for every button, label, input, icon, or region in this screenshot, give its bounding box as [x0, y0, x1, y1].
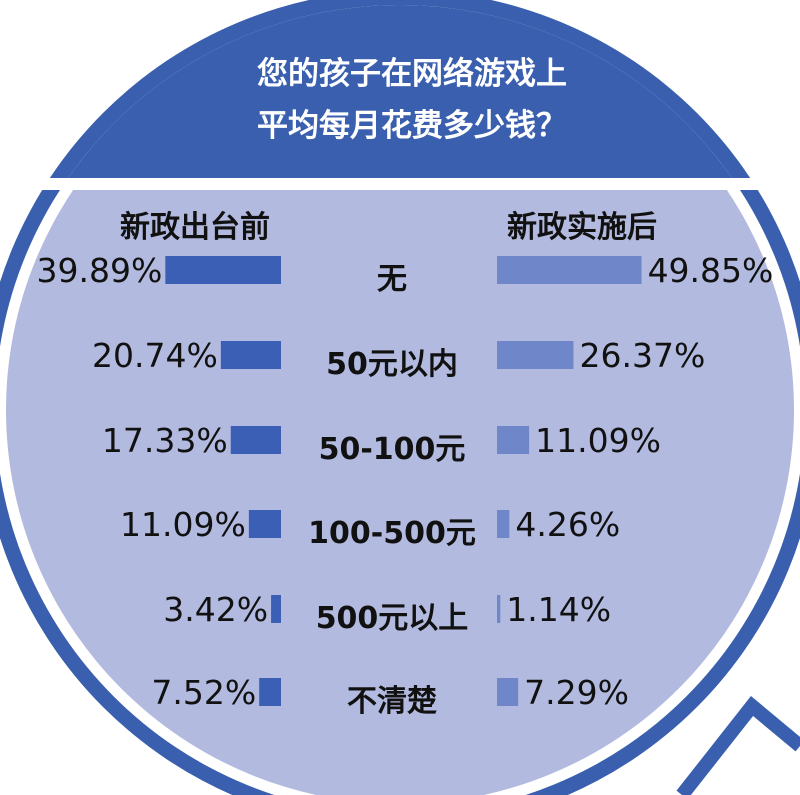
- bar-after: [497, 426, 530, 454]
- bar-after: [497, 678, 519, 706]
- bar-after: [497, 341, 574, 369]
- bar-before: [271, 595, 281, 623]
- value-label-before: 3.42%: [163, 590, 268, 629]
- body-circle: [6, 16, 794, 795]
- category-label: 50元以内: [326, 347, 458, 382]
- value-label-before: 20.74%: [92, 336, 218, 375]
- bar-before: [259, 678, 281, 706]
- category-label: 500元以上: [316, 601, 469, 636]
- bar-before: [220, 341, 281, 369]
- title-line-2: 平均每月花费多少钱？: [257, 108, 567, 144]
- bar-after: [497, 595, 501, 623]
- header-before: 新政出台前: [120, 210, 270, 245]
- value-label-before: 17.33%: [102, 421, 228, 460]
- bar-after: [497, 256, 642, 284]
- bar-before: [230, 426, 281, 454]
- value-label-after: 11.09%: [535, 421, 661, 460]
- category-label: 不清楚: [347, 684, 437, 719]
- value-label-after: 1.14%: [506, 590, 611, 629]
- chart-rows: 39.89% 无 49.85% 20.74% 50元以内 26.37% 17.33% 50-1…: [36, 251, 773, 719]
- banner-divider: [0, 178, 800, 190]
- value-label-before: 7.52%: [151, 673, 256, 712]
- bar-before: [165, 256, 281, 284]
- bar-after: [497, 510, 510, 538]
- category-label: 50-100元: [319, 432, 466, 467]
- value-label-after: 4.26%: [515, 505, 620, 544]
- value-label-before: 11.09%: [120, 505, 246, 544]
- bar-before: [248, 510, 281, 538]
- category-label: 100-500元: [308, 516, 476, 551]
- value-label-before: 39.89%: [36, 251, 162, 290]
- category-label: 无: [377, 262, 407, 297]
- header-after: 新政实施后: [507, 210, 657, 245]
- title-line-1: 您的孩子在网络游戏上: [257, 56, 567, 92]
- value-label-after: 7.29%: [524, 673, 629, 712]
- corner-frame: [676, 696, 800, 795]
- value-label-after: 26.37%: [579, 336, 705, 375]
- title-banner: [68, 5, 732, 178]
- value-label-after: 49.85%: [648, 251, 774, 290]
